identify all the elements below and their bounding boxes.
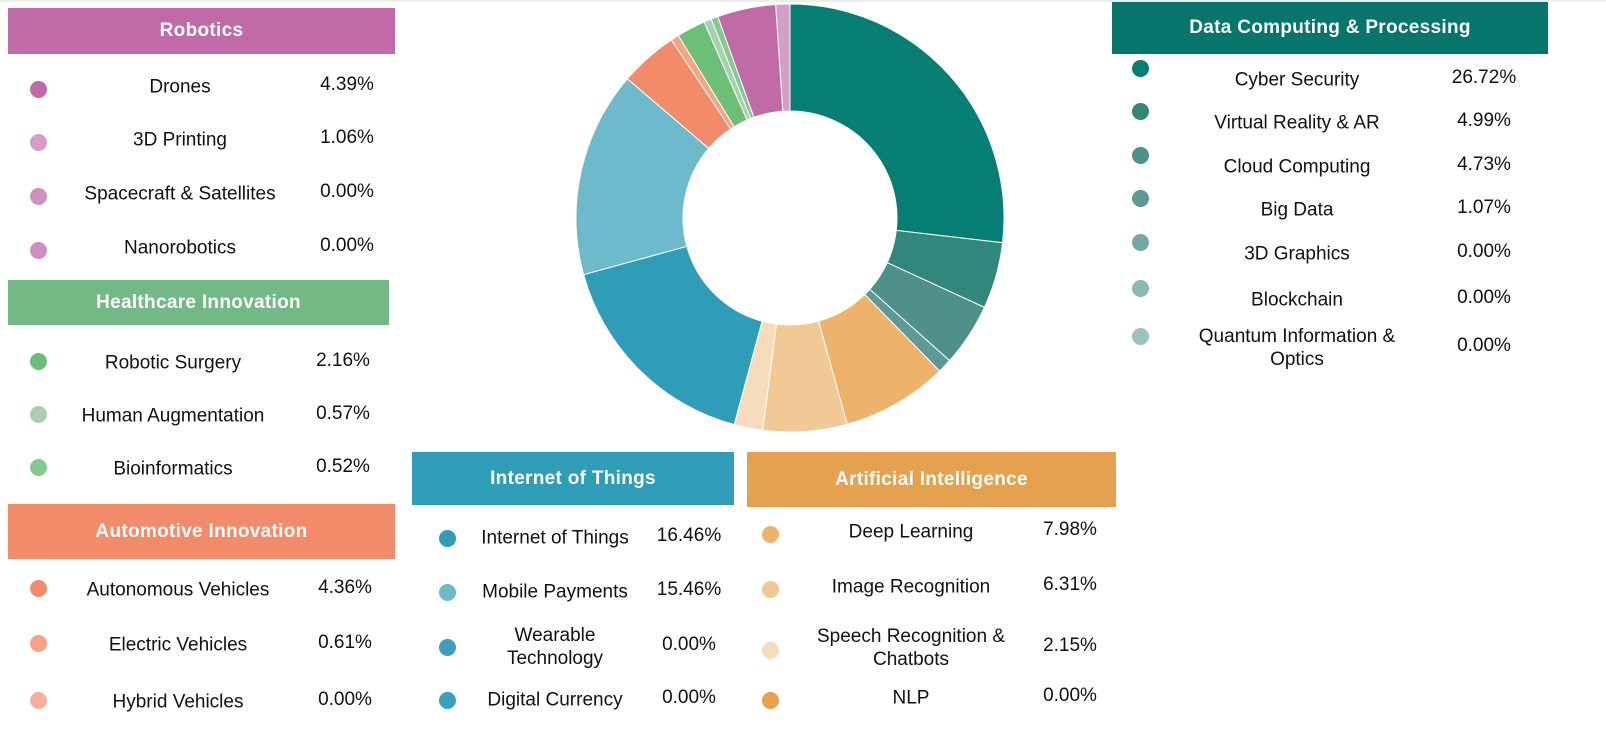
item-value: 26.72% (1451, 67, 1517, 88)
item-name: Electric Vehicles (108, 634, 248, 656)
item-value: 0.52% (316, 456, 370, 477)
legend-dot (30, 459, 47, 476)
legend-dot (439, 639, 456, 656)
item-value: 6.31% (1043, 574, 1097, 595)
item-value: 1.06% (320, 127, 374, 148)
group-header: Healthcare Innovation (8, 280, 389, 325)
item-name: Hybrid Vehicles (112, 691, 244, 713)
group-header: Internet of Things (412, 452, 734, 505)
item-value: 7.98% (1043, 519, 1097, 540)
item-name: Quantum Information & Optics (1198, 326, 1396, 370)
group-header: Robotics (8, 8, 395, 54)
legend-dot (762, 692, 779, 709)
item-name: 3D Printing (133, 129, 227, 151)
legend-dot (30, 692, 47, 709)
item-value: 4.73% (1457, 154, 1511, 175)
item-name: Robotic Surgery (104, 352, 242, 374)
item-name: Big Data (1260, 199, 1334, 221)
legend-dot (762, 526, 779, 543)
item-value: 2.15% (1043, 635, 1097, 656)
item-value: 0.61% (318, 632, 372, 653)
legend-dot (30, 81, 47, 98)
item-value: 0.00% (318, 689, 372, 710)
item-name: NLP (892, 687, 930, 709)
legend-dot (439, 584, 456, 601)
item-value: 0.00% (662, 634, 716, 655)
item-name: Cloud Computing (1223, 156, 1371, 178)
group-header: Data Computing & Processing (1112, 2, 1548, 54)
donut-slice (583, 245, 763, 426)
legend-dot (30, 580, 47, 597)
legend-dot (1132, 103, 1149, 120)
legend-dot (1132, 190, 1149, 207)
item-name: Autonomous Vehicles (86, 579, 270, 601)
item-value: 0.00% (1457, 335, 1511, 356)
item-value: 0.00% (320, 235, 374, 256)
legend-dot (30, 635, 47, 652)
group-header: Automotive Innovation (8, 504, 395, 559)
item-value: 15.46% (656, 579, 722, 600)
donut-slice (775, 3, 791, 112)
item-name: Drones (149, 76, 211, 98)
legend-dot (30, 242, 47, 259)
group-header: Artificial Intelligence (747, 452, 1116, 507)
item-name: Digital Currency (487, 689, 623, 711)
legend-dot (1132, 234, 1149, 251)
item-name: Human Augmentation (81, 405, 265, 427)
donut-slice (575, 78, 710, 276)
legend-dot (30, 188, 47, 205)
legend-dot (30, 353, 47, 370)
legend-dot (1132, 60, 1149, 77)
donut-slice (789, 3, 1005, 244)
item-value: 2.16% (316, 350, 370, 371)
item-name: 3D Graphics (1244, 243, 1350, 265)
item-name: Internet of Things (481, 527, 629, 549)
item-name: Cyber Security (1234, 69, 1360, 91)
item-name: Mobile Payments (482, 581, 628, 603)
item-name: Bioinformatics (113, 458, 233, 480)
item-value: 16.46% (656, 525, 722, 546)
legend-dot (1132, 328, 1149, 345)
legend-dot (762, 642, 779, 659)
item-name: Virtual Reality & AR (1214, 112, 1380, 134)
item-name: Nanorobotics (124, 237, 236, 259)
item-name: Image Recognition (831, 576, 991, 598)
legend-dot (30, 134, 47, 151)
legend-dot (439, 530, 456, 547)
item-value: 0.00% (1457, 287, 1511, 308)
item-value: 0.00% (662, 687, 716, 708)
item-value: 0.00% (1457, 241, 1511, 262)
legend-dot (762, 581, 779, 598)
item-value: 0.00% (320, 181, 374, 202)
item-name: Blockchain (1251, 289, 1343, 311)
legend-dot (30, 406, 47, 423)
legend-dot (1132, 147, 1149, 164)
item-name: Spacecraft & Satellites (84, 183, 276, 205)
item-value: 1.07% (1457, 197, 1511, 218)
item-name: Deep Learning (848, 521, 974, 543)
item-value: 4.99% (1457, 110, 1511, 131)
item-value: 4.39% (320, 74, 374, 95)
item-name: Speech Recognition & Chatbots (816, 626, 1005, 670)
item-name: Wearable Technology (506, 625, 604, 669)
item-value: 0.00% (1043, 685, 1097, 706)
item-value: 4.36% (318, 577, 372, 598)
item-value: 0.57% (316, 403, 370, 424)
legend-dot (439, 692, 456, 709)
legend-dot (1132, 280, 1149, 297)
